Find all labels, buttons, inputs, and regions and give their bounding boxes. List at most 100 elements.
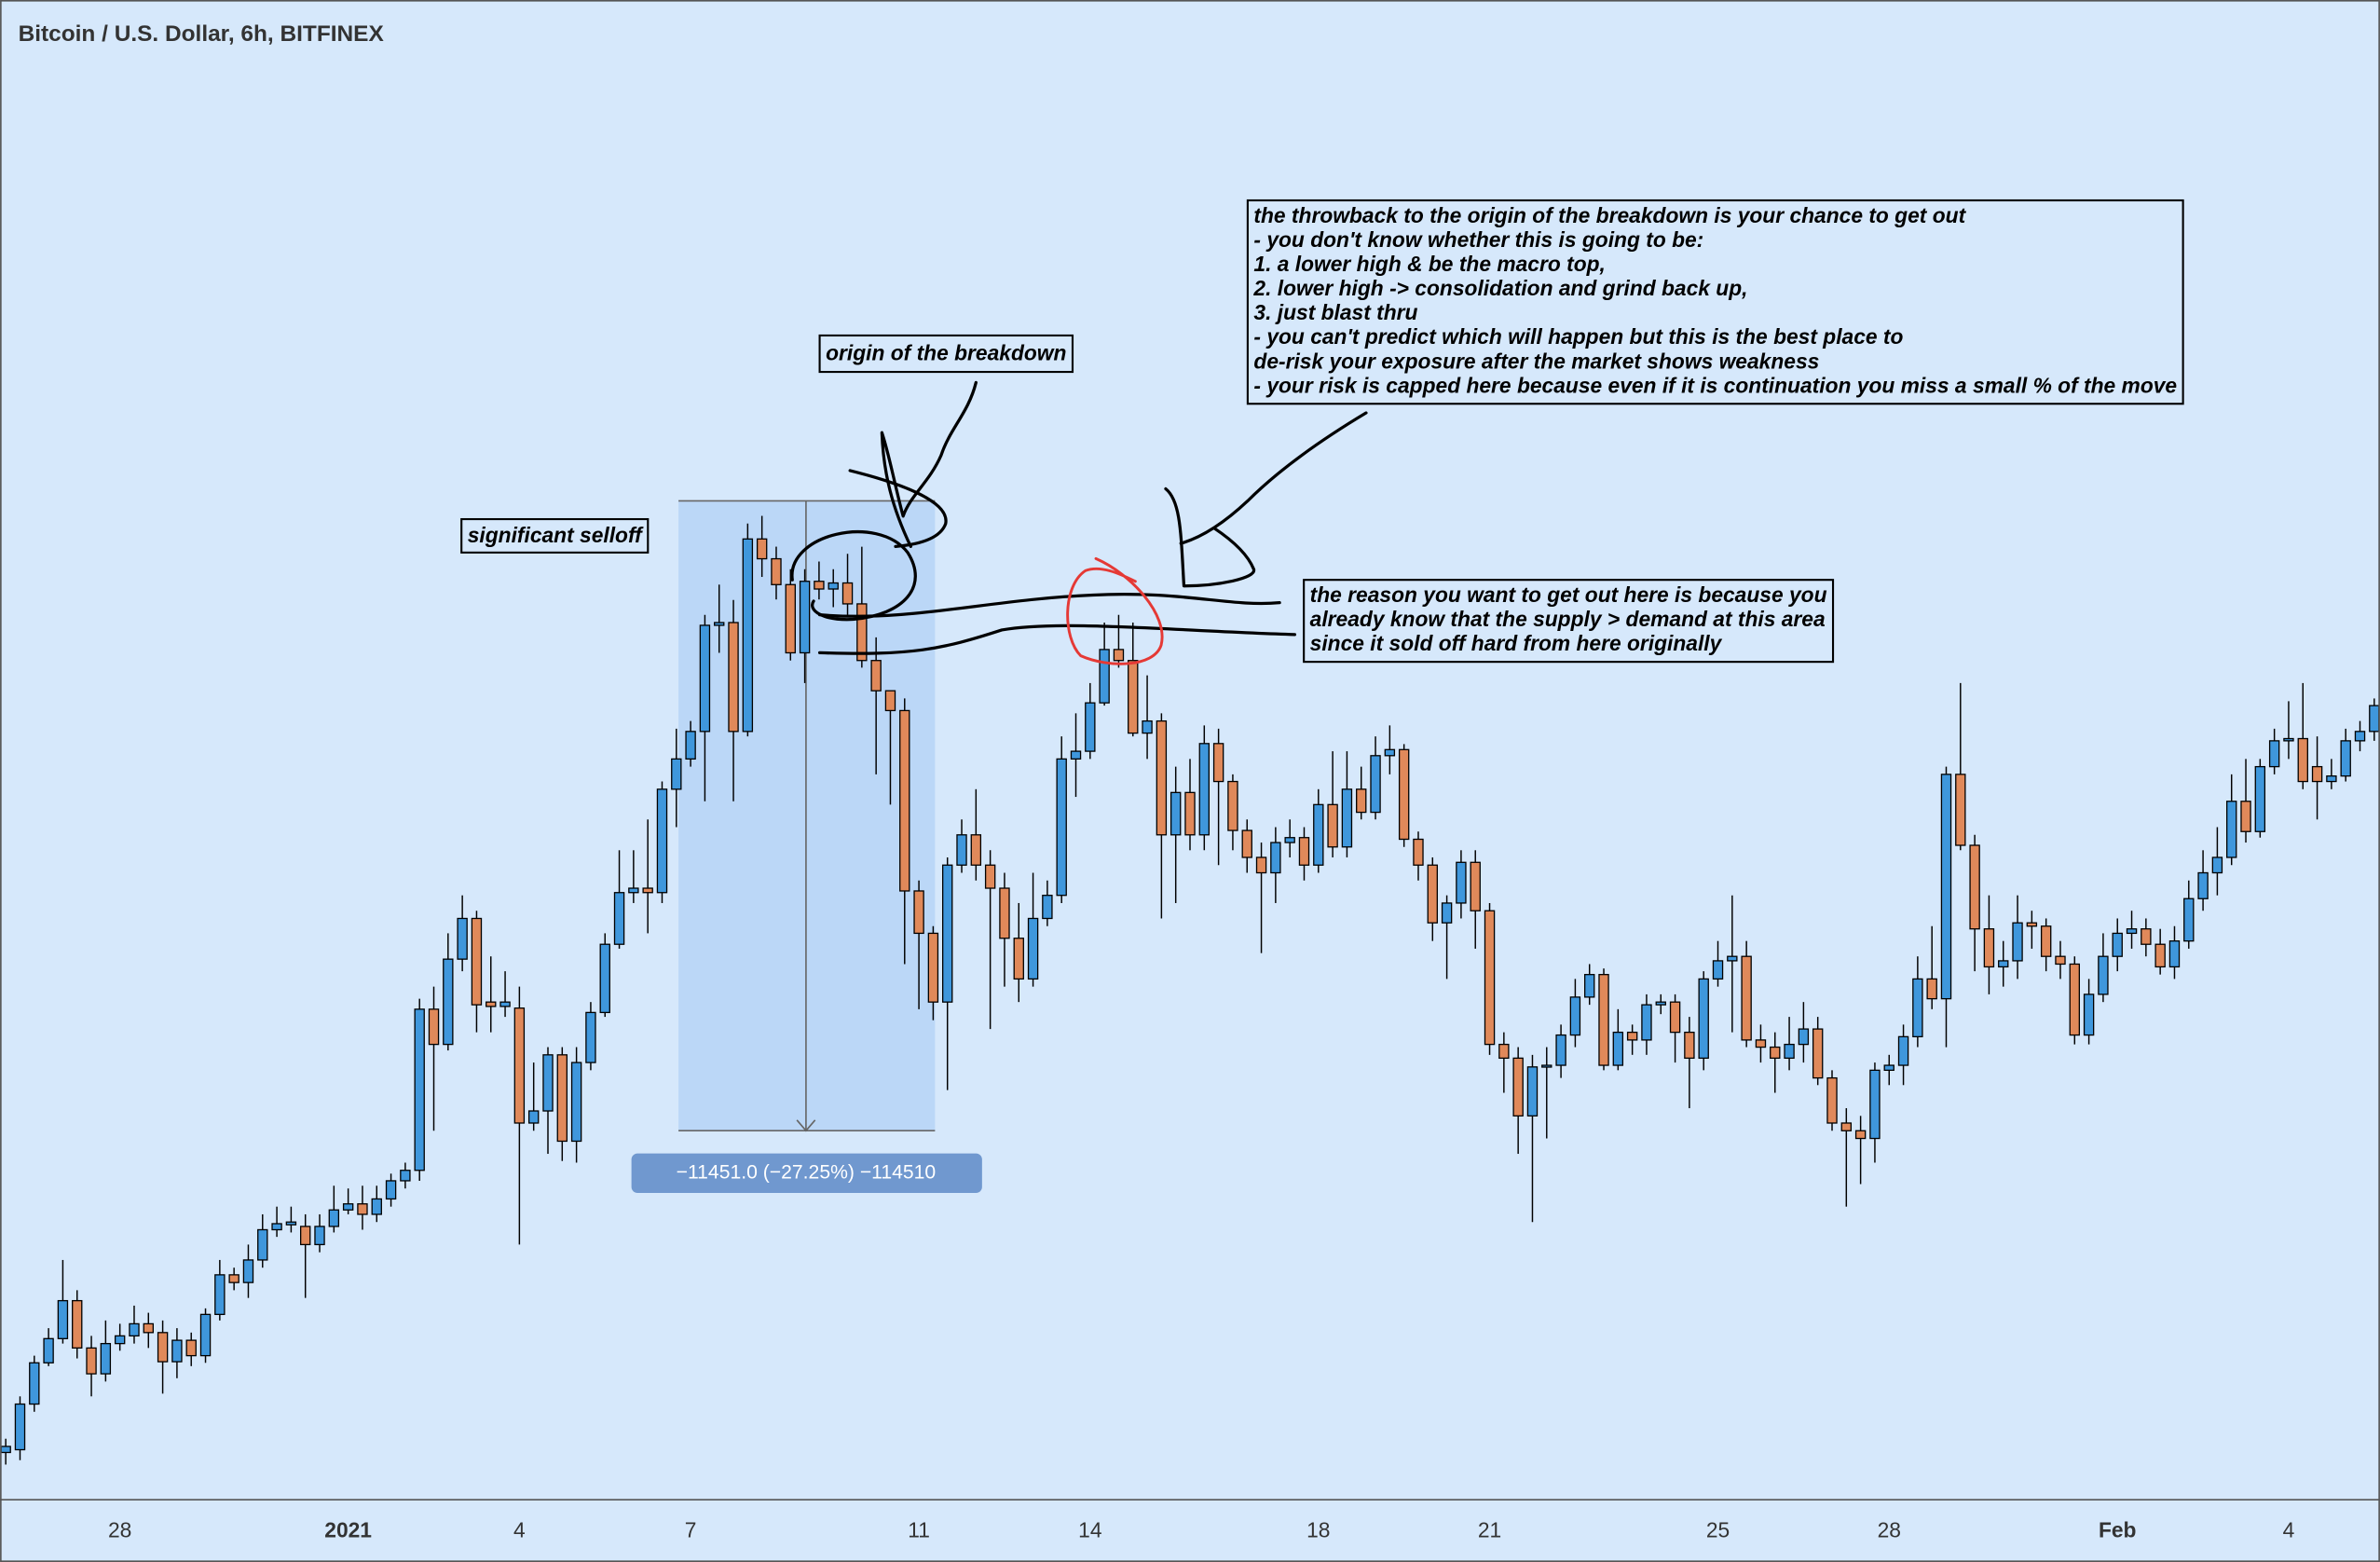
candle-body bbox=[1370, 755, 1381, 814]
candle-body bbox=[828, 582, 839, 590]
x-ticks: 28 2021 4 7 11 14 18 21 25 28 Feb 4 bbox=[108, 1517, 2295, 1541]
hand-stroke bbox=[1179, 411, 1368, 545]
candle-body bbox=[2226, 801, 2237, 858]
candle-body bbox=[1741, 955, 1752, 1041]
candle-body bbox=[2340, 740, 2351, 777]
candle-body bbox=[2211, 856, 2223, 874]
candle-body bbox=[2026, 922, 2038, 927]
candle-body bbox=[1569, 996, 1581, 1036]
candle-body bbox=[1727, 955, 1738, 962]
candle-body bbox=[1113, 649, 1125, 662]
candle-body bbox=[1998, 960, 2009, 968]
candle-body bbox=[799, 581, 811, 654]
candle-body bbox=[1598, 974, 1609, 1066]
candle-body bbox=[1955, 774, 1966, 846]
candle-body bbox=[999, 887, 1010, 939]
note: the throwback to the origin of the break… bbox=[1246, 199, 2184, 405]
candle-body bbox=[1042, 895, 1053, 920]
candle-body bbox=[2297, 737, 2308, 783]
candle-body bbox=[2126, 928, 2138, 935]
candle-body bbox=[1770, 1046, 1781, 1060]
candle-body bbox=[2055, 955, 2066, 966]
note: origin of the breakdown bbox=[818, 334, 1074, 374]
candle-body bbox=[57, 1299, 69, 1339]
candle-body bbox=[285, 1221, 297, 1226]
candle-body bbox=[1270, 842, 1281, 874]
candle-body bbox=[157, 1332, 169, 1363]
candle-body bbox=[400, 1170, 411, 1182]
candle-body bbox=[913, 890, 924, 935]
candle-body bbox=[1156, 719, 1168, 836]
candle-body bbox=[984, 864, 996, 889]
candle-body bbox=[884, 690, 896, 712]
candle-body bbox=[2168, 940, 2181, 968]
candle-body bbox=[1655, 1001, 1666, 1006]
note-line: 1. a lower high & be the macro top, bbox=[1253, 252, 1605, 276]
candle-body bbox=[1255, 856, 1267, 874]
candle-body bbox=[1912, 978, 1923, 1038]
time-axis bbox=[0, 1500, 2380, 1562]
x-tick-label: 14 bbox=[1078, 1517, 1102, 1541]
candle-body bbox=[814, 581, 825, 590]
candle-body bbox=[927, 932, 939, 1003]
candle-body bbox=[143, 1322, 154, 1334]
candle-body bbox=[171, 1339, 183, 1363]
candle-body bbox=[1341, 788, 1353, 848]
annotations: the throwback to the origin of the break… bbox=[460, 199, 2184, 664]
measure-label-bg bbox=[631, 1153, 982, 1193]
candle-body bbox=[486, 1001, 497, 1007]
x-tick-label: 4 bbox=[513, 1517, 526, 1541]
candle-body bbox=[513, 1007, 526, 1124]
candle-body bbox=[1184, 791, 1196, 836]
candle-body bbox=[214, 1274, 226, 1316]
candle-body bbox=[1498, 1043, 1510, 1060]
candle-body bbox=[242, 1259, 254, 1283]
hand-stroke bbox=[817, 593, 1281, 618]
candle-body bbox=[2069, 963, 2080, 1036]
candle-body bbox=[2240, 801, 2251, 832]
candle-body bbox=[856, 603, 868, 662]
candle-body bbox=[1470, 861, 1481, 911]
candle-body bbox=[1869, 1069, 1881, 1140]
candle-body bbox=[841, 582, 854, 605]
note-line: 3. just blast thru bbox=[1253, 300, 1417, 324]
note: the reason you want to get out here is b… bbox=[1303, 579, 1835, 664]
candle-body bbox=[428, 1008, 440, 1046]
candle-body bbox=[499, 1001, 511, 1007]
candle-body bbox=[2012, 922, 2023, 962]
candles bbox=[0, 515, 2380, 1465]
chart-title: Bitcoin / U.S. Dollar, 6h, BITFINEX bbox=[19, 21, 385, 47]
candle-body bbox=[585, 1011, 596, 1063]
note-line: already know that the supply > demand at… bbox=[1310, 607, 1826, 631]
candle-body bbox=[129, 1322, 140, 1337]
candle-body bbox=[1541, 1064, 1552, 1068]
candle-body bbox=[1070, 750, 1082, 760]
candle-body bbox=[656, 788, 668, 894]
hand-drawing bbox=[790, 380, 1368, 665]
candle-body bbox=[2183, 897, 2195, 942]
candle-body bbox=[642, 887, 653, 894]
candle-body bbox=[2112, 932, 2123, 957]
candle-body bbox=[1356, 788, 1367, 814]
candle-body bbox=[1142, 719, 1153, 734]
candle-body bbox=[414, 1008, 425, 1172]
hand-stroke bbox=[1164, 486, 1256, 588]
x-tick-label: 11 bbox=[908, 1517, 930, 1541]
note-line: the reason you want to get out here is b… bbox=[1310, 582, 1827, 607]
hand-stroke bbox=[790, 530, 917, 622]
candle-body bbox=[1441, 902, 1453, 924]
candle-body bbox=[2311, 765, 2323, 783]
candle-body bbox=[870, 660, 882, 692]
candle-body bbox=[699, 624, 711, 733]
candle-body bbox=[613, 892, 625, 945]
candle-body bbox=[114, 1335, 126, 1345]
candle-body bbox=[2197, 871, 2209, 899]
candle-body bbox=[1212, 743, 1224, 783]
candle-body bbox=[72, 1299, 83, 1350]
candle-body bbox=[471, 917, 483, 1006]
candle-body bbox=[899, 709, 910, 892]
x-tick-label: Feb bbox=[2099, 1517, 2137, 1541]
